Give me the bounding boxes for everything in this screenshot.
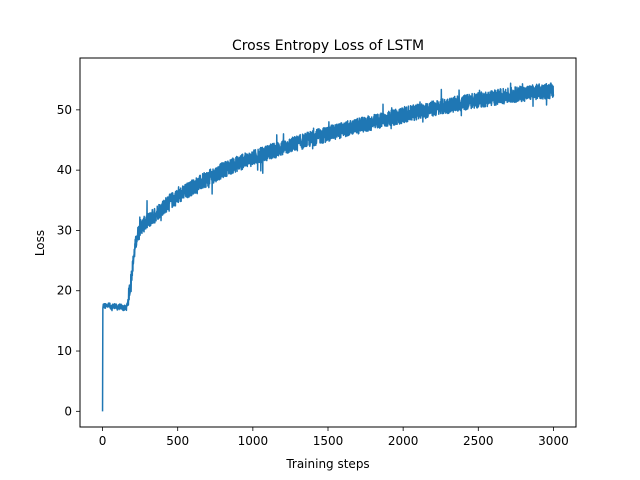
- loss-series-line: [101, 82, 555, 412]
- series-group: [101, 82, 555, 412]
- x-tick-label: 0: [99, 434, 107, 448]
- y-tick-label: 30: [57, 223, 72, 237]
- x-axis-label: Training steps: [285, 457, 369, 471]
- y-axis-label: Loss: [33, 230, 47, 256]
- y-axis-ticks: 0 10 20 30 40 50: [57, 103, 80, 418]
- x-tick-label: 1500: [313, 434, 344, 448]
- y-tick-label: 50: [57, 103, 72, 117]
- x-tick-label: 500: [166, 434, 189, 448]
- plot-frame: [79, 57, 577, 428]
- y-tick-label: 0: [64, 404, 72, 418]
- x-tick-label: 3000: [538, 434, 569, 448]
- x-axis-ticks: 0 500 1000 1500 2000 2500 3000: [99, 427, 569, 448]
- x-tick-label: 1000: [238, 434, 269, 448]
- x-tick-label: 2000: [388, 434, 419, 448]
- chart-title: Cross Entropy Loss of LSTM: [232, 38, 424, 54]
- y-tick-label: 40: [57, 163, 72, 177]
- y-tick-label: 10: [57, 344, 72, 358]
- y-tick-label: 20: [57, 284, 72, 298]
- x-tick-label: 2500: [463, 434, 494, 448]
